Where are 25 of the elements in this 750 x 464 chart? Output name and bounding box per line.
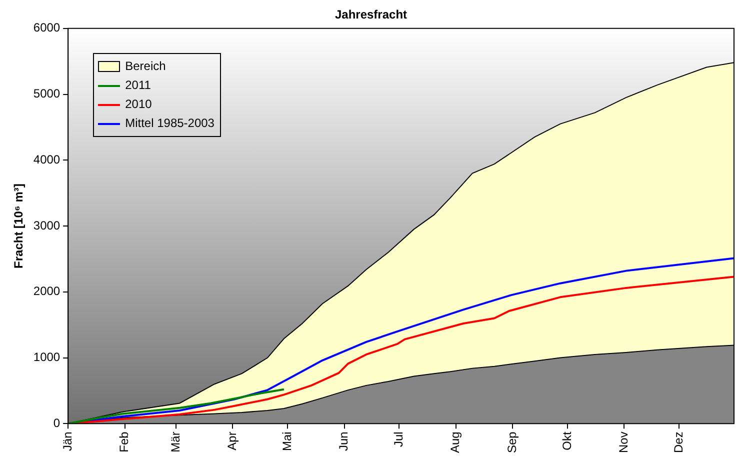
legend-label: Mittel 1985-2003 xyxy=(125,115,214,132)
legend-label: Bereich xyxy=(125,58,166,76)
chart-title: Jahresfracht xyxy=(334,8,408,22)
x-tick-label: Feb xyxy=(117,431,132,452)
y-tick-label: 5000 xyxy=(33,86,60,101)
y-tick-label: 1000 xyxy=(33,350,60,364)
y-tick-label: 2000 xyxy=(33,284,60,298)
y-axis-title: Fracht [10⁶ m³] xyxy=(12,184,26,268)
x-tick-label: Jun xyxy=(336,432,351,452)
x-tick-label: Nov xyxy=(616,432,631,453)
x-tick-label: Jul xyxy=(392,432,406,447)
legend-label: 2010 xyxy=(125,96,152,114)
x-tick-label: Jän xyxy=(60,432,74,452)
y-tick-label: 4000 xyxy=(33,152,60,166)
x-tick-label: Aug xyxy=(448,432,462,454)
y-tick-label: 6000 xyxy=(33,20,60,35)
y-tick-label: 3000 xyxy=(33,218,60,232)
x-tick-label: Sep xyxy=(504,431,519,454)
legend-label: 2011 xyxy=(125,77,151,94)
x-tick-label: Mär xyxy=(168,432,182,452)
x-tick-label: Dez xyxy=(671,432,686,453)
x-tick-label: Apr xyxy=(225,432,240,450)
x-tick-label: Mai xyxy=(280,432,294,451)
y-tick-label: 0 xyxy=(53,416,60,430)
x-tick-label: Okt xyxy=(560,430,574,450)
